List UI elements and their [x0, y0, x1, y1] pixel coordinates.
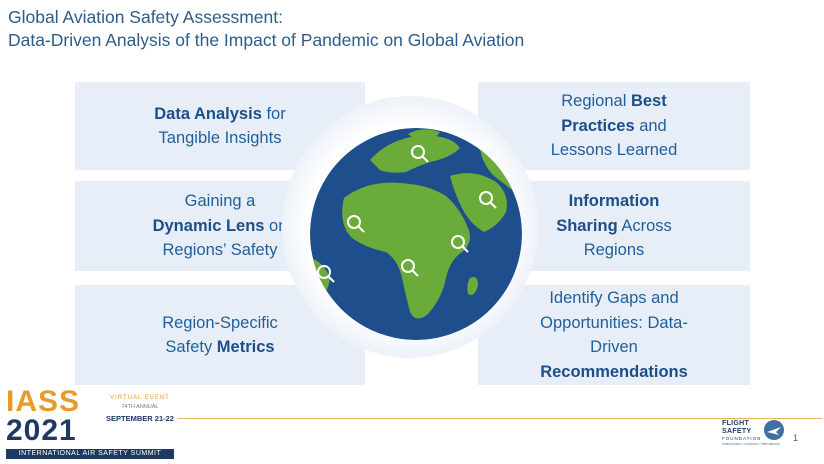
badge-dates: SEPTEMBER 21-22 — [106, 414, 174, 423]
slide-title-line1: Global Aviation Safety Assessment: — [8, 7, 283, 27]
panel-bold-text: Sharing — [556, 216, 618, 235]
magnifier-icon — [347, 215, 365, 233]
panel-bold-text: Data Analysis — [154, 104, 262, 123]
globe-icon — [310, 128, 522, 340]
slide-title: Global Aviation Safety Assessment: Data-… — [8, 6, 708, 52]
panel-bold-text: Recommendations — [540, 362, 688, 381]
badge-annual: 74TH ANNUAL — [121, 404, 159, 410]
panel-bold-text: Metrics — [216, 338, 275, 356]
panel-text: Across — [617, 216, 672, 235]
panel-recommendations: Identify Gaps and Opportunities: Data- D… — [478, 285, 750, 385]
iass-year: 2021 — [6, 414, 77, 447]
panel-text: Lessons Learned — [550, 141, 678, 160]
panel-text: Region-Specific — [162, 313, 278, 332]
panel-bold-text: Information — [568, 192, 660, 211]
panel-data-analysis: Data Analysis for Tangible Insights — [75, 82, 365, 170]
iass-summit-strip: INTERNATIONAL AIR SAFETY SUMMIT — [6, 449, 174, 459]
panel-text: for — [261, 104, 286, 123]
panel-text: and — [634, 116, 667, 135]
magnifier-icon — [401, 259, 419, 277]
panel-text: Opportunities: Data- — [540, 313, 688, 332]
fsf-line1: FLIGHT — [722, 420, 750, 427]
footer-divider — [178, 418, 822, 419]
panel-text: Tangible Insights — [158, 129, 282, 147]
magnifier-icon — [479, 191, 497, 209]
panel-text: Regions — [583, 241, 645, 260]
panel-safety-metrics: Region-Specific Safety Metrics — [75, 285, 365, 385]
flight-safety-foundation-logo: FLIGHT SAFETY FOUNDATION independent • i… — [722, 420, 784, 458]
panel-text: Regional — [561, 92, 631, 111]
magnifier-icon — [317, 265, 335, 283]
fsf-line3: FOUNDATION — [722, 436, 762, 441]
page-number: 1 — [793, 433, 799, 443]
panel-text: Safety — [165, 338, 217, 356]
magnifier-icon — [451, 235, 469, 253]
panel-text: Driven — [590, 338, 638, 356]
panel-text: Regions’ Safety — [162, 241, 278, 260]
panel-text: Identify Gaps and — [549, 289, 679, 307]
panel-bold-text: Practices — [561, 116, 635, 135]
iass-word: IASS — [6, 385, 81, 418]
panel-bold-text: Best — [630, 92, 667, 111]
fsf-plane-icon — [764, 420, 784, 440]
badge-virtual-event: VIRTUAL EVENT — [110, 395, 170, 401]
iass-badge: VIRTUAL EVENT 74TH ANNUAL SEPTEMBER 21-2… — [106, 389, 174, 443]
globe-graphic — [310, 128, 522, 340]
panel-text: Gaining a — [184, 192, 256, 211]
slide-title-line2: Data-Driven Analysis of the Impact of Pa… — [8, 30, 525, 50]
fsf-tagline: independent • impartial • international — [722, 442, 780, 446]
iass-2021-logo: IASS 2021 VIRTUAL EVENT 74TH ANNUAL SEPT… — [6, 387, 176, 461]
panel-best-practices: Regional Best Practices and Lessons Lear… — [478, 82, 750, 170]
fsf-line2: SAFETY — [722, 428, 752, 435]
panel-bold-text: Dynamic Lens — [152, 216, 265, 235]
magnifier-icon — [411, 145, 429, 163]
